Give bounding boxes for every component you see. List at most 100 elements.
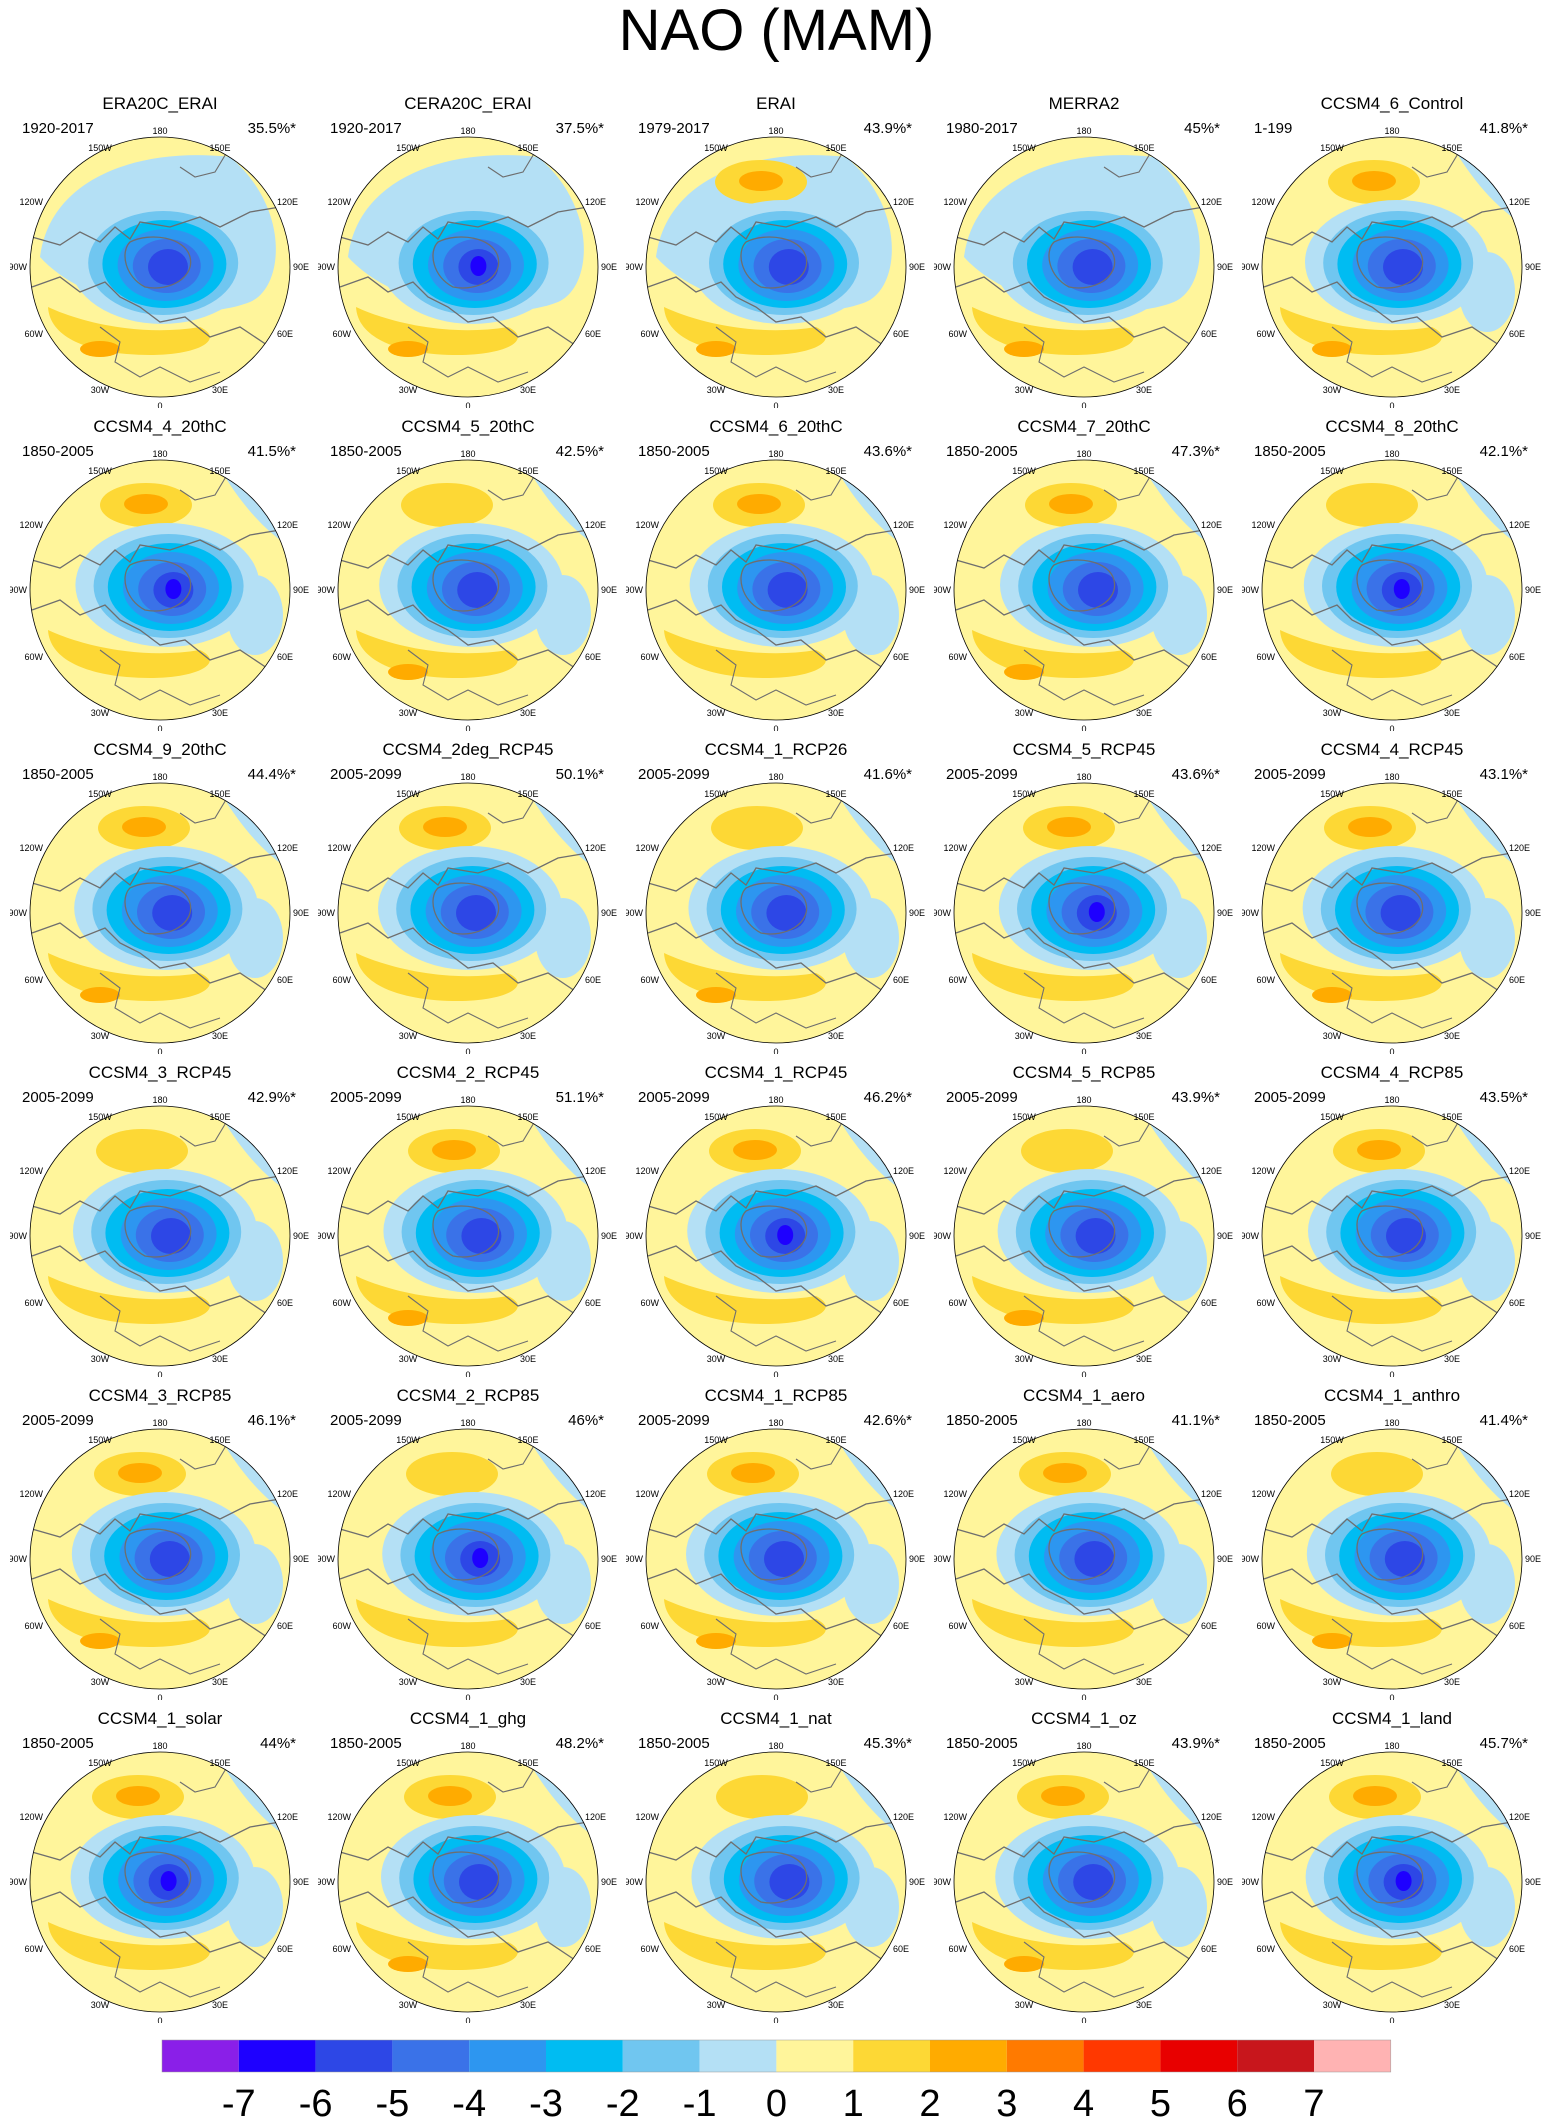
panel-period: 1850-2005 xyxy=(638,1735,710,1752)
longitude-label: 30E xyxy=(520,1677,536,1687)
longitude-label: 150W xyxy=(1320,1758,1344,1768)
longitude-label: 180 xyxy=(768,1095,783,1105)
colorbar-label: -3 xyxy=(529,2083,563,2123)
panel-title: CCSM4_3_RCP85 xyxy=(88,1386,232,1405)
polar-map: 180 150W 150E 120W 120E 90W 90E 60W 60E 30W 30E 0 xyxy=(318,1095,617,1377)
longitude-label: 120E xyxy=(893,843,914,853)
panel-period: 1850-2005 xyxy=(1254,1735,1326,1752)
map-panel: CCSM4_4_RCP45 2005-2099 43.1%* 180 150W 150E 1… xyxy=(1242,734,1542,1054)
panel-variance: 47.3%* xyxy=(1171,443,1220,460)
panel-title: CCSM4_9_20thC xyxy=(93,740,227,759)
longitude-label: 120E xyxy=(1509,843,1530,853)
map-panel: CCSM4_6_20thC 1850-2005 43.6%* 180 150W 150E 1… xyxy=(626,411,926,731)
longitude-label: 90W xyxy=(10,262,27,272)
map-panel: CCSM4_1_anthro 1850-2005 41.4%* 180 150W 150E… xyxy=(1242,1380,1542,1700)
panel-period: 1979-2017 xyxy=(638,120,710,137)
longitude-label: 180 xyxy=(768,772,783,782)
longitude-label: 150E xyxy=(517,143,538,153)
polar-map: 180 150W 150E 120W 120E 90W 90E 60W 60E 30W 30E 0 xyxy=(10,449,309,731)
longitude-label: 90W xyxy=(10,1877,27,1887)
longitude-label: 120E xyxy=(277,843,298,853)
longitude-label: 180 xyxy=(768,1418,783,1428)
longitude-label: 150E xyxy=(517,1435,538,1445)
panel-title: CCSM4_5_20thC xyxy=(401,417,535,436)
longitude-label: 60E xyxy=(1201,652,1217,662)
longitude-label: 30W xyxy=(91,2000,110,2010)
panel-period: 1920-2017 xyxy=(22,120,94,137)
longitude-label: 120W xyxy=(19,197,43,207)
longitude-label: 0 xyxy=(773,1370,778,1377)
longitude-label: 30W xyxy=(399,1031,418,1041)
longitude-label: 150E xyxy=(825,1435,846,1445)
longitude-label: 60W xyxy=(640,1298,659,1308)
polar-map: 180 150W 150E 120W 120E 90W 90E 60W 60E 30W 30E 0 xyxy=(1242,772,1541,1054)
longitude-label: 150E xyxy=(1441,789,1462,799)
longitude-label: 30W xyxy=(1015,708,1034,718)
colorbar-label: 3 xyxy=(996,2083,1017,2123)
panel-variance: 46.2%* xyxy=(863,1089,912,1106)
panel-variance: 41.4%* xyxy=(1479,1412,1528,1429)
longitude-label: 150E xyxy=(1133,1112,1154,1122)
longitude-label: 90E xyxy=(601,908,617,918)
longitude-label: 90W xyxy=(1242,1231,1259,1241)
longitude-label: 30W xyxy=(1323,1031,1342,1041)
colorbar-label: -1 xyxy=(683,2083,717,2123)
panel-period: 2005-2099 xyxy=(638,766,710,783)
colorbar-swatch xyxy=(1160,2040,1238,2072)
map-panel: CCSM4_3_RCP45 2005-2099 42.9%* 180 150W 150E 1… xyxy=(10,1057,310,1377)
polar-map: 180 150W 150E 120W 120E 90W 90E 60W 60E 30W 30E 0 xyxy=(10,772,309,1054)
longitude-label: 90E xyxy=(601,585,617,595)
panel-period: 2005-2099 xyxy=(330,1412,402,1429)
longitude-label: 90W xyxy=(1242,1554,1259,1564)
panel-period: 2005-2099 xyxy=(946,1089,1018,1106)
panel-period: 1980-2017 xyxy=(946,120,1018,137)
longitude-label: 90E xyxy=(1525,262,1541,272)
longitude-label: 0 xyxy=(157,724,162,731)
map-panel: CCSM4_3_RCP85 2005-2099 46.1%* 180 150W 150E 1… xyxy=(10,1380,310,1700)
polar-map: 180 150W 150E 120W 120E 90W 90E 60W 60E 30W 30E 0 xyxy=(10,126,309,408)
longitude-label: 90W xyxy=(1242,262,1259,272)
longitude-label: 180 xyxy=(460,1095,475,1105)
longitude-label: 90W xyxy=(1242,908,1259,918)
longitude-label: 30W xyxy=(1015,1354,1034,1364)
longitude-label: 150W xyxy=(88,1112,112,1122)
panel-variance: 43.6%* xyxy=(863,443,912,460)
longitude-label: 90W xyxy=(318,1231,335,1241)
longitude-label: 60E xyxy=(893,1944,909,1954)
panel-title: CCSM4_1_oz xyxy=(1031,1709,1137,1728)
longitude-label: 30W xyxy=(399,385,418,395)
longitude-label: 150E xyxy=(517,1758,538,1768)
colorbar-swatch xyxy=(853,2040,930,2072)
panel-variance: 42.6%* xyxy=(863,1412,912,1429)
longitude-label: 60E xyxy=(277,1944,293,1954)
longitude-label: 0 xyxy=(1081,1370,1086,1377)
longitude-label: 30W xyxy=(91,708,110,718)
longitude-label: 30E xyxy=(520,1031,536,1041)
map-panel: CCSM4_2_RCP85 2005-2099 46%* 180 150W 150E 120… xyxy=(318,1380,618,1700)
longitude-label: 60E xyxy=(1509,1298,1525,1308)
colorbar-swatch xyxy=(162,2040,239,2072)
panel-variance: 43.9%* xyxy=(1171,1735,1220,1752)
longitude-label: 150E xyxy=(1441,1112,1462,1122)
longitude-label: 90W xyxy=(318,1877,335,1887)
longitude-label: 120E xyxy=(1509,1812,1530,1822)
panel-period: 2005-2099 xyxy=(638,1412,710,1429)
longitude-label: 60E xyxy=(585,1298,601,1308)
longitude-label: 0 xyxy=(773,2016,778,2023)
polar-map: 180 150W 150E 120W 120E 90W 90E 60W 60E 30W 30E 0 xyxy=(626,1741,925,2023)
polar-map: 180 150W 150E 120W 120E 90W 90E 60W 60E 30W 30E 0 xyxy=(1242,1418,1541,1700)
longitude-label: 120E xyxy=(585,1812,606,1822)
longitude-label: 30W xyxy=(707,1354,726,1364)
longitude-label: 60W xyxy=(1256,652,1275,662)
panel-period: 1850-2005 xyxy=(946,1412,1018,1429)
longitude-label: 30W xyxy=(1323,2000,1342,2010)
longitude-label: 120E xyxy=(585,843,606,853)
longitude-label: 120E xyxy=(1509,197,1530,207)
map-panel: CCSM4_2_RCP45 2005-2099 51.1%* 180 150W 150E 1… xyxy=(318,1057,618,1377)
longitude-label: 60W xyxy=(1256,975,1275,985)
longitude-label: 120W xyxy=(1251,1166,1275,1176)
longitude-label: 30E xyxy=(520,2000,536,2010)
longitude-label: 60E xyxy=(277,1298,293,1308)
longitude-label: 150E xyxy=(517,789,538,799)
longitude-label: 120W xyxy=(943,520,967,530)
